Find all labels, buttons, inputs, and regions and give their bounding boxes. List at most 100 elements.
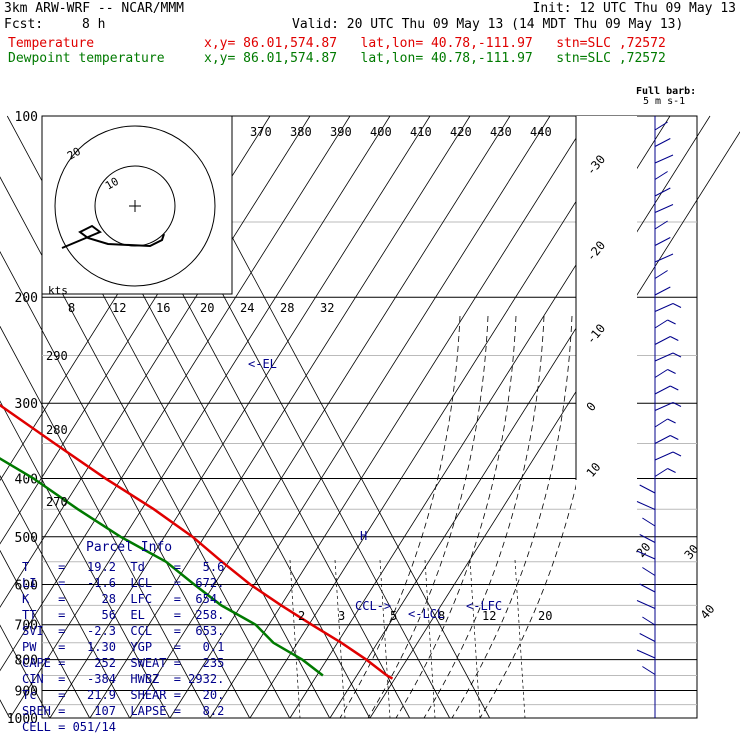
theta-label: 280 xyxy=(46,423,68,437)
dry-adiabat xyxy=(89,115,471,719)
wind-barb-flag xyxy=(672,451,682,457)
wind-barb xyxy=(636,600,656,609)
wind-barb xyxy=(639,583,656,593)
wind-barb xyxy=(654,171,668,180)
wind-barb xyxy=(654,121,668,131)
isotherm-label: 40 xyxy=(698,602,718,622)
parcel-row: CAPE = 252 SWEAT = 235 xyxy=(22,656,225,670)
dewpoint-trace xyxy=(0,457,324,677)
hodograph-ring-20 xyxy=(54,125,216,287)
wind-barb-flag xyxy=(670,385,679,391)
model-title: 3km ARW-WRF -- NCAR/MMM xyxy=(4,1,185,16)
dry-adiabat xyxy=(0,115,311,608)
wind-barb-flag xyxy=(672,402,682,407)
pressure-label-1000: 1000 xyxy=(7,712,38,727)
parcel-row: Tc = 21.9 SHEAR = 20. xyxy=(22,688,225,702)
parcel-row: CIN = -384 HWBZ = 2932. xyxy=(22,672,225,686)
dry-adiabat xyxy=(129,115,511,719)
wind-barb xyxy=(654,138,671,147)
wind-barb xyxy=(654,253,674,263)
wind-barb-flag xyxy=(667,369,676,374)
pressure-label-100: 100 xyxy=(15,110,38,125)
wind-barb xyxy=(654,435,671,444)
hodograph-units: kts xyxy=(48,284,68,297)
lcl-marker: <-LCL xyxy=(408,607,444,621)
speed-tick-label: 24 xyxy=(240,301,254,315)
wind-barb xyxy=(654,468,668,477)
dewpoint-location: x,y= 86.01,574.87 lat,lon= 40.78,-111.97… xyxy=(204,51,666,66)
moist-adiabat xyxy=(451,315,573,719)
theta-label: 380 xyxy=(290,125,312,139)
mixing-ratio-label: 12 xyxy=(482,609,496,623)
parcel-row: LI = -1.6 LCL = 672. xyxy=(22,576,225,590)
wind-barb-flag xyxy=(667,319,676,325)
wind-barb xyxy=(654,270,668,279)
wind-barb xyxy=(642,517,656,527)
mixing-ratio-line xyxy=(334,559,346,719)
parcel-row: K = 28 LFC = 654. xyxy=(22,592,225,606)
isotherm--30 xyxy=(0,325,210,719)
wind-barb xyxy=(654,220,668,230)
dry-adiabat xyxy=(329,115,711,719)
theta-label: 270 xyxy=(46,495,68,509)
pressure-label-300: 300 xyxy=(15,397,38,412)
wind-barb xyxy=(642,666,656,675)
moist-adiabat xyxy=(479,315,601,719)
wind-barb xyxy=(654,204,674,213)
parcel-row: PW = 1.30 YGP = 0.1 xyxy=(22,640,225,654)
wind-barb xyxy=(654,303,674,312)
isotherm--40 xyxy=(0,400,170,719)
pressure-label-600: 600 xyxy=(15,578,38,593)
wind-barb xyxy=(636,649,656,659)
wind-barb xyxy=(636,550,656,560)
wind-barb xyxy=(654,319,668,329)
wind-barb-flag xyxy=(670,336,679,341)
wind-barb xyxy=(654,187,671,197)
hodograph-ring-label: 10 xyxy=(103,175,121,193)
theta-label: 430 xyxy=(490,125,512,139)
hodograph-ring-label: 20 xyxy=(65,145,83,163)
right-mask xyxy=(576,116,637,536)
sounding-traces xyxy=(0,403,394,680)
parcel-row: SREH = 107 LAPSE = 8.2 xyxy=(22,704,225,718)
moist-adiabat xyxy=(395,315,517,719)
wind-barb xyxy=(642,616,656,626)
pressure-label-500: 500 xyxy=(15,531,38,546)
parcel-row: TT = 56 EL = 258. xyxy=(22,608,225,622)
isotherm--60 xyxy=(0,549,90,719)
dry-adiabat xyxy=(0,115,351,672)
isotherm--20 xyxy=(0,250,250,719)
moist-adiabat xyxy=(339,315,461,719)
mixing-ratio-line xyxy=(514,559,526,719)
fcst-label: Fcst: xyxy=(4,17,44,32)
ccl-marker: CCL-> xyxy=(355,599,391,613)
speed-tick-label: 28 xyxy=(280,301,294,315)
speed-tick-label: 20 xyxy=(200,301,214,315)
parcel-title: Parcel Info xyxy=(86,540,173,555)
valid-time: Valid: 20 UTC Thu 09 May 13 (14 MDT Thu … xyxy=(292,17,684,32)
temperature-trace xyxy=(0,403,394,680)
wind-barb xyxy=(654,237,671,246)
pressure-label-700: 700 xyxy=(15,619,38,634)
dry-adiabat xyxy=(249,115,631,719)
fcst-value: 8 h xyxy=(82,17,106,32)
theta-label: 370 xyxy=(250,125,272,139)
isotherm--10 xyxy=(0,176,290,719)
wind-barb-flag xyxy=(667,468,676,473)
parcel-row: T = 19.2 Td = 5.6 xyxy=(22,560,225,574)
background-lines xyxy=(0,115,740,719)
mixing-ratio-line xyxy=(289,559,301,719)
parcel-row: SVI = -2.3 CCL = 653. xyxy=(22,624,225,638)
wind-barb xyxy=(654,336,671,345)
dry-adiabat xyxy=(169,115,551,719)
moist-adiabat xyxy=(367,315,489,719)
speed-tick-label: 32 xyxy=(320,301,334,315)
el-marker: <-EL xyxy=(248,357,277,371)
wind-barb xyxy=(654,154,674,164)
isotherm--50 xyxy=(0,475,130,719)
speed-tick-label: 12 xyxy=(112,301,126,315)
dry-adiabat xyxy=(369,131,740,719)
mixing-ratio-line xyxy=(424,559,436,719)
hodograph-trace xyxy=(61,224,165,249)
wind-barb-flag xyxy=(672,352,682,358)
